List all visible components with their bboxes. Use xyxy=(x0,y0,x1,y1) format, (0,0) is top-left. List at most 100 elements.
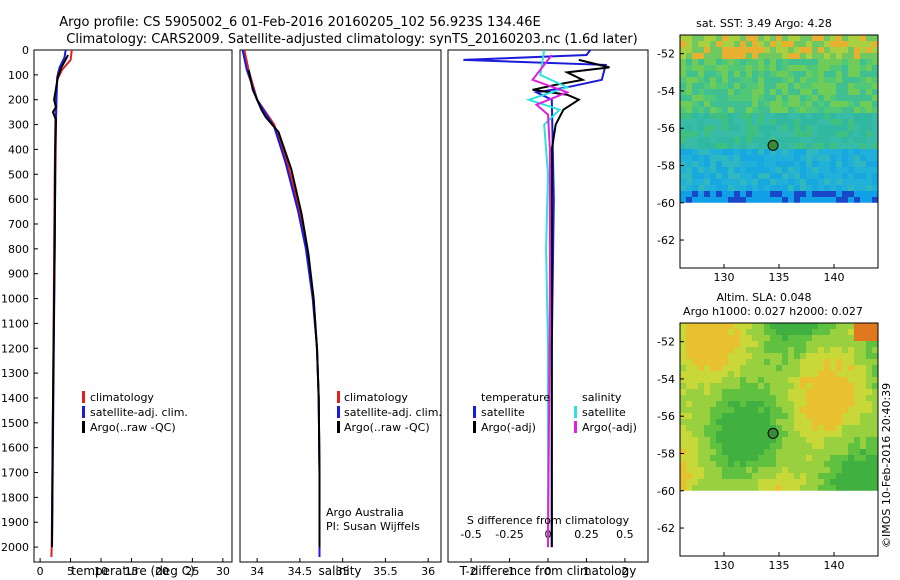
heatmap-cell xyxy=(836,419,842,425)
heatmap-cell xyxy=(734,341,740,347)
heatmap-cell xyxy=(872,35,878,41)
heatmap-cell xyxy=(830,197,836,203)
heatmap-cell xyxy=(710,113,716,119)
heatmap-cell xyxy=(704,89,710,95)
heatmap-cell xyxy=(848,47,854,53)
heatmap-cell xyxy=(770,389,776,395)
heatmap-cell xyxy=(776,443,782,449)
heatmap-cell xyxy=(710,143,716,149)
heatmap-cell xyxy=(812,401,818,407)
heatmap-cell xyxy=(704,161,710,167)
heatmap-cell xyxy=(782,89,788,95)
heatmap-cell xyxy=(794,161,800,167)
heatmap-cell xyxy=(698,149,704,155)
heatmap-cell xyxy=(782,365,788,371)
heatmap-cell xyxy=(818,485,824,491)
heatmap-cell xyxy=(746,197,752,203)
heatmap-cell xyxy=(770,473,776,479)
heatmap-cell xyxy=(716,125,722,131)
heatmap-cell xyxy=(794,383,800,389)
heatmap-cell xyxy=(704,455,710,461)
heatmap-cell xyxy=(746,341,752,347)
heatmap-cell xyxy=(704,479,710,485)
heatmap-cell xyxy=(782,191,788,197)
heatmap-cell xyxy=(800,101,806,107)
heatmap-cell xyxy=(710,485,716,491)
heatmap-cell xyxy=(860,347,866,353)
heatmap-cell xyxy=(740,155,746,161)
heatmap-cell xyxy=(728,395,734,401)
heatmap-cell xyxy=(710,95,716,101)
heatmap-cell xyxy=(782,329,788,335)
heatmap-cell xyxy=(812,155,818,161)
heatmap-cell xyxy=(770,125,776,131)
heatmap-cell xyxy=(704,329,710,335)
heatmap-cell xyxy=(746,467,752,473)
heatmap-cell xyxy=(824,191,830,197)
heatmap-cell xyxy=(806,191,812,197)
heatmap-cell xyxy=(698,143,704,149)
heatmap-cell xyxy=(764,359,770,365)
heatmap-cell xyxy=(698,83,704,89)
heatmap-cell xyxy=(842,107,848,113)
heatmap-cell xyxy=(818,149,824,155)
heatmap-cell xyxy=(728,161,734,167)
heatmap-cell xyxy=(788,371,794,377)
heatmap-cell xyxy=(698,425,704,431)
lat-tick-label: -58 xyxy=(657,447,675,460)
heatmap-cell xyxy=(710,407,716,413)
heatmap-cell xyxy=(788,329,794,335)
heatmap-cell xyxy=(680,353,686,359)
heatmap-cell xyxy=(836,155,842,161)
heatmap-cell xyxy=(692,473,698,479)
heatmap-cell xyxy=(776,149,782,155)
heatmap-cell xyxy=(806,323,812,329)
heatmap-cell xyxy=(728,65,734,71)
heatmap-cell xyxy=(806,467,812,473)
heatmap-cell xyxy=(740,395,746,401)
heatmap-cell xyxy=(692,443,698,449)
heatmap-cell xyxy=(752,347,758,353)
heatmap-cell xyxy=(770,47,776,53)
heatmap-cell xyxy=(746,407,752,413)
heatmap-cell xyxy=(722,35,728,41)
heatmap-cell xyxy=(710,155,716,161)
heatmap-cell xyxy=(854,365,860,371)
heatmap-cell xyxy=(854,173,860,179)
heatmap-cell xyxy=(848,359,854,365)
heatmap-cell xyxy=(722,347,728,353)
heatmap-cell xyxy=(800,167,806,173)
heatmap-cell xyxy=(860,35,866,41)
heatmap-cell xyxy=(770,467,776,473)
salinity-legend: climatology satellite-adj. clim. Argo(..… xyxy=(337,391,442,434)
heatmap-cell xyxy=(746,149,752,155)
legend-label-s-satellite: satellite xyxy=(582,406,626,419)
heatmap-cell xyxy=(752,83,758,89)
heatmap-cell xyxy=(722,131,728,137)
heatmap-cell xyxy=(710,41,716,47)
heatmap-cell xyxy=(746,353,752,359)
heatmap-cell xyxy=(860,119,866,125)
x-tick-label: 10 xyxy=(94,565,108,578)
heatmap-cell xyxy=(704,335,710,341)
heatmap-cell xyxy=(698,323,704,329)
heatmap-cell xyxy=(806,107,812,113)
heatmap-cell xyxy=(860,143,866,149)
heatmap-cell xyxy=(866,179,872,185)
heatmap-cell xyxy=(824,59,830,65)
heatmap-cell xyxy=(800,425,806,431)
t-difference-tick-labels: -2 -1 0 1 2 xyxy=(466,558,628,578)
heatmap-cell xyxy=(806,137,812,143)
heatmap-cell xyxy=(776,113,782,119)
heatmap-cell xyxy=(812,479,818,485)
heatmap-cell xyxy=(812,41,818,47)
heatmap-cell xyxy=(836,107,842,113)
heatmap-cell xyxy=(722,167,728,173)
heatmap-cell xyxy=(872,179,878,185)
heatmap-cell xyxy=(794,323,800,329)
heatmap-cell xyxy=(710,191,716,197)
heatmap-cell xyxy=(806,485,812,491)
heatmap-cell xyxy=(866,197,872,203)
heatmap-cell xyxy=(692,395,698,401)
temperature-axes-frame xyxy=(33,49,233,563)
